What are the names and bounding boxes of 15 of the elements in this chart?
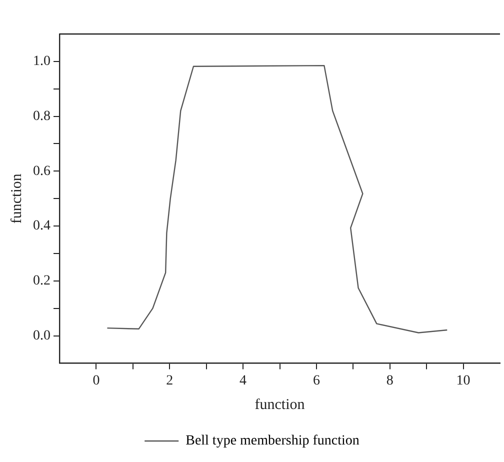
x-tick-label: 8 xyxy=(386,373,394,388)
y-tick-label: 0.4 xyxy=(33,218,50,234)
y-axis-title: function xyxy=(8,173,25,224)
x-tick-label: 2 xyxy=(166,373,174,388)
y-tick-label: 0.2 xyxy=(33,274,50,289)
y-tick-label: 0.8 xyxy=(33,108,50,124)
legend-label: Bell type membership function xyxy=(186,434,360,449)
x-tick-label: 10 xyxy=(456,373,470,388)
y-tick-label: 0.0 xyxy=(33,328,50,344)
x-tick-label: 6 xyxy=(312,373,320,388)
x-tick-label: 0 xyxy=(92,373,100,388)
y-tick-label: 1.0 xyxy=(33,54,50,70)
x-tick-label: 4 xyxy=(240,373,247,388)
y-tick-label: 0.6 xyxy=(33,164,50,179)
x-axis-title: function xyxy=(254,396,306,413)
